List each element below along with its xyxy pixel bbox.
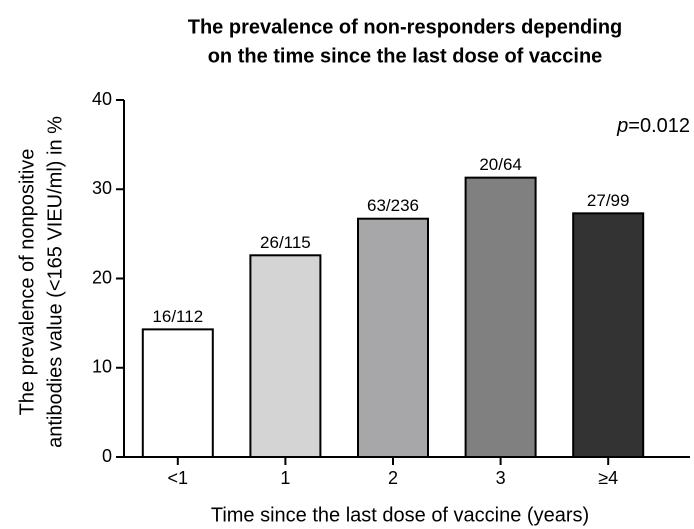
annotation-part: =0.012 <box>628 115 690 137</box>
data-label: 26/115 <box>260 233 311 252</box>
bar <box>572 212 645 458</box>
x-axis-title: Time since the last dose of vaccine (yea… <box>211 504 589 526</box>
y-tick-label: 0 <box>102 446 112 466</box>
chart-title: The prevalence of non-responders dependi… <box>188 16 623 38</box>
y-axis-title: antibodies value (<165 VIEU/ml) in % <box>44 116 66 448</box>
data-label: 63/236 <box>367 196 419 215</box>
y-tick-label: 10 <box>92 357 112 377</box>
bar <box>464 176 537 459</box>
y-axis-title: The prevalence of nonpositive <box>16 149 38 416</box>
x-tick-label: 3 <box>496 468 506 488</box>
y-tick-label: 20 <box>92 267 112 287</box>
annotation: p=0.012 <box>616 115 690 137</box>
y-tick-label: 40 <box>92 89 112 109</box>
chart-title: on the time since the last dose of vacci… <box>208 45 603 67</box>
bar <box>141 328 214 458</box>
x-tick-label: 2 <box>388 468 398 488</box>
bar <box>249 254 322 458</box>
data-label: 20/64 <box>479 155 522 174</box>
bar <box>357 217 429 458</box>
x-tick-label: 1 <box>280 468 290 488</box>
y-tick-label: 30 <box>92 178 112 198</box>
annotation-part: p <box>616 115 628 137</box>
x-tick-label: <1 <box>168 468 189 488</box>
data-label: 16/112 <box>152 307 203 326</box>
data-label: 27/99 <box>587 191 630 210</box>
x-tick-label: ≥4 <box>598 468 618 488</box>
